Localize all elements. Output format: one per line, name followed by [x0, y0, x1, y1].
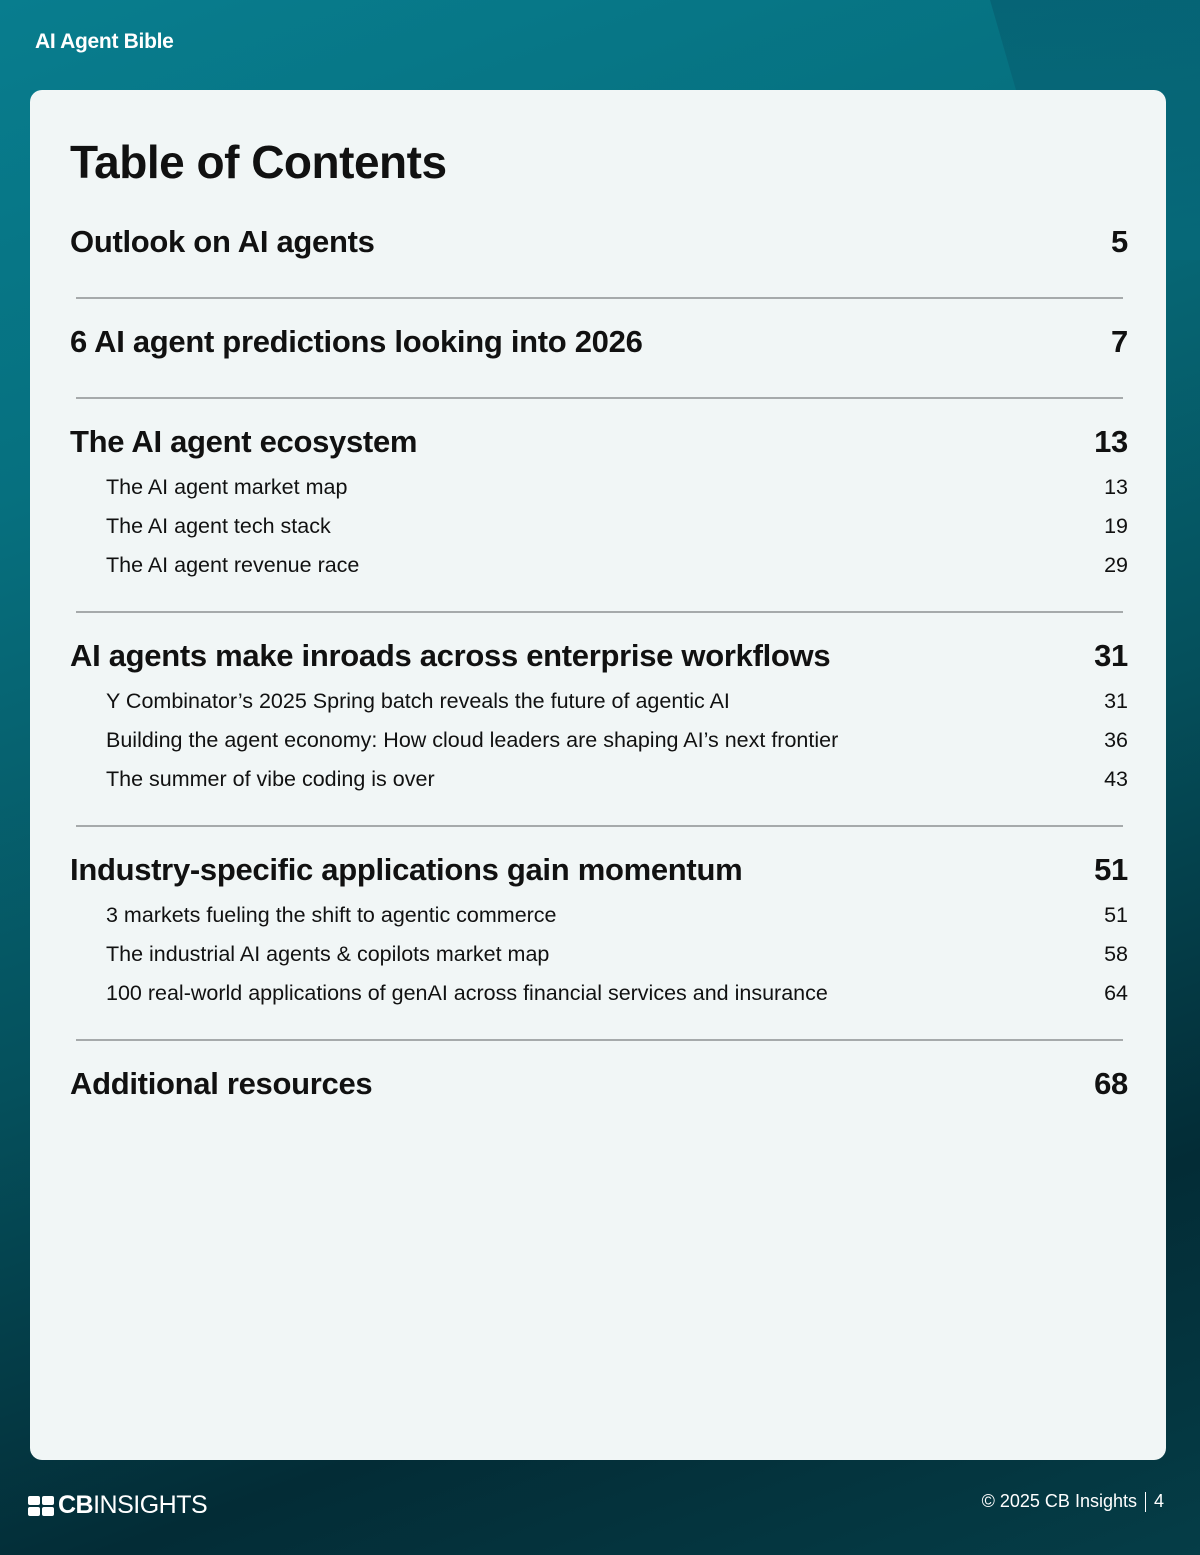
document-title: AI Agent Bible	[35, 30, 174, 53]
toc-section-heading[interactable]: The AI agent ecosystem 13	[70, 422, 1128, 462]
subitem-page: 31	[1104, 689, 1128, 713]
toc-section-heading[interactable]: Outlook on AI agents 5	[70, 222, 1128, 262]
toc-section-heading[interactable]: 6 AI agent predictions looking into 2026…	[70, 322, 1128, 362]
toc-sections: Outlook on AI agents 5 6 AI agent predic…	[70, 199, 1128, 1139]
section-page: 51	[1094, 852, 1128, 887]
copyright: © 2025 CB Insights	[981, 1491, 1137, 1511]
subitem-title: Y Combinator’s 2025 Spring batch reveals…	[106, 689, 730, 713]
toc-subitems: Y Combinator’s 2025 Spring batch reveals…	[70, 682, 1128, 799]
section-page: 31	[1094, 638, 1128, 673]
toc-subitem[interactable]: The summer of vibe coding is over 43	[70, 760, 1128, 799]
subitem-page: 64	[1104, 981, 1128, 1005]
toc-section-heading[interactable]: Additional resources 68	[70, 1064, 1128, 1104]
section-title: 6 AI agent predictions looking into 2026	[70, 324, 643, 359]
section-divider	[76, 397, 1123, 399]
toc-section: Outlook on AI agents 5	[70, 199, 1128, 297]
footer-info: © 2025 CB Insights 4	[982, 1491, 1164, 1512]
toc-subitem[interactable]: The AI agent market map 13	[70, 468, 1128, 507]
subitem-page: 13	[1104, 475, 1128, 499]
toc-section-heading[interactable]: Industry-specific applications gain mome…	[70, 850, 1128, 890]
toc-section: 6 AI agent predictions looking into 2026…	[70, 299, 1128, 397]
toc-subitem[interactable]: 100 real-world applications of genAI acr…	[70, 974, 1128, 1013]
section-title: AI agents make inroads across enterprise…	[70, 638, 831, 673]
section-page: 13	[1094, 424, 1128, 459]
page-title: Table of Contents	[70, 136, 447, 188]
toc-subitem[interactable]: Y Combinator’s 2025 Spring batch reveals…	[70, 682, 1128, 721]
subitem-page: 29	[1104, 553, 1128, 577]
subitem-page: 58	[1104, 942, 1128, 966]
page-number: 4	[1153, 1491, 1164, 1511]
subitem-title: Building the agent economy: How cloud le…	[106, 728, 839, 752]
section-page: 68	[1094, 1066, 1128, 1101]
section-page: 5	[1111, 224, 1128, 259]
toc-section: Additional resources 68	[70, 1041, 1128, 1139]
subitem-page: 43	[1104, 767, 1128, 791]
section-title: Industry-specific applications gain mome…	[70, 852, 743, 887]
toc-subitem[interactable]: The industrial AI agents & copilots mark…	[70, 935, 1128, 974]
toc-section-heading[interactable]: AI agents make inroads across enterprise…	[70, 636, 1128, 676]
section-page: 7	[1111, 324, 1128, 359]
subitem-title: 100 real-world applications of genAI acr…	[106, 981, 828, 1005]
logo-text-light: INSIGHTS	[93, 1491, 208, 1519]
section-title: Outlook on AI agents	[70, 224, 375, 259]
section-divider	[76, 1039, 1123, 1041]
subitem-page: 36	[1104, 728, 1128, 752]
toc-subitem[interactable]: 3 markets fueling the shift to agentic c…	[70, 896, 1128, 935]
divider	[1144, 1491, 1146, 1512]
section-divider	[76, 297, 1123, 299]
toc-section: Industry-specific applications gain mome…	[70, 827, 1128, 1039]
subitem-title: The AI agent market map	[106, 475, 348, 499]
subitem-title: The industrial AI agents & copilots mark…	[106, 942, 550, 966]
subitem-title: The AI agent revenue race	[106, 553, 360, 577]
section-title: Additional resources	[70, 1066, 373, 1101]
toc-subitems: The AI agent market map 13 The AI agent …	[70, 468, 1128, 585]
section-divider	[76, 611, 1123, 613]
section-title: The AI agent ecosystem	[70, 424, 418, 459]
subitem-title: 3 markets fueling the shift to agentic c…	[106, 903, 557, 927]
toc-subitem[interactable]: Building the agent economy: How cloud le…	[70, 721, 1128, 760]
cb-insights-logo: CB INSIGHTS	[28, 1491, 208, 1520]
toc-section: AI agents make inroads across enterprise…	[70, 613, 1128, 825]
section-divider	[76, 825, 1123, 827]
toc-section: The AI agent ecosystem 13 The AI agent m…	[70, 399, 1128, 611]
toc-card: Table of Contents Outlook on AI agents 5…	[30, 90, 1166, 1460]
logo-mark-icon	[28, 1495, 54, 1516]
subitem-page: 19	[1104, 514, 1128, 538]
logo-text-bold: CB	[58, 1491, 94, 1519]
subitem-page: 51	[1104, 903, 1128, 927]
toc-subitems: 3 markets fueling the shift to agentic c…	[70, 896, 1128, 1013]
toc-subitem[interactable]: The AI agent revenue race 29	[70, 546, 1128, 585]
subitem-title: The summer of vibe coding is over	[106, 767, 435, 791]
toc-subitem[interactable]: The AI agent tech stack 19	[70, 507, 1128, 546]
subitem-title: The AI agent tech stack	[106, 514, 331, 538]
